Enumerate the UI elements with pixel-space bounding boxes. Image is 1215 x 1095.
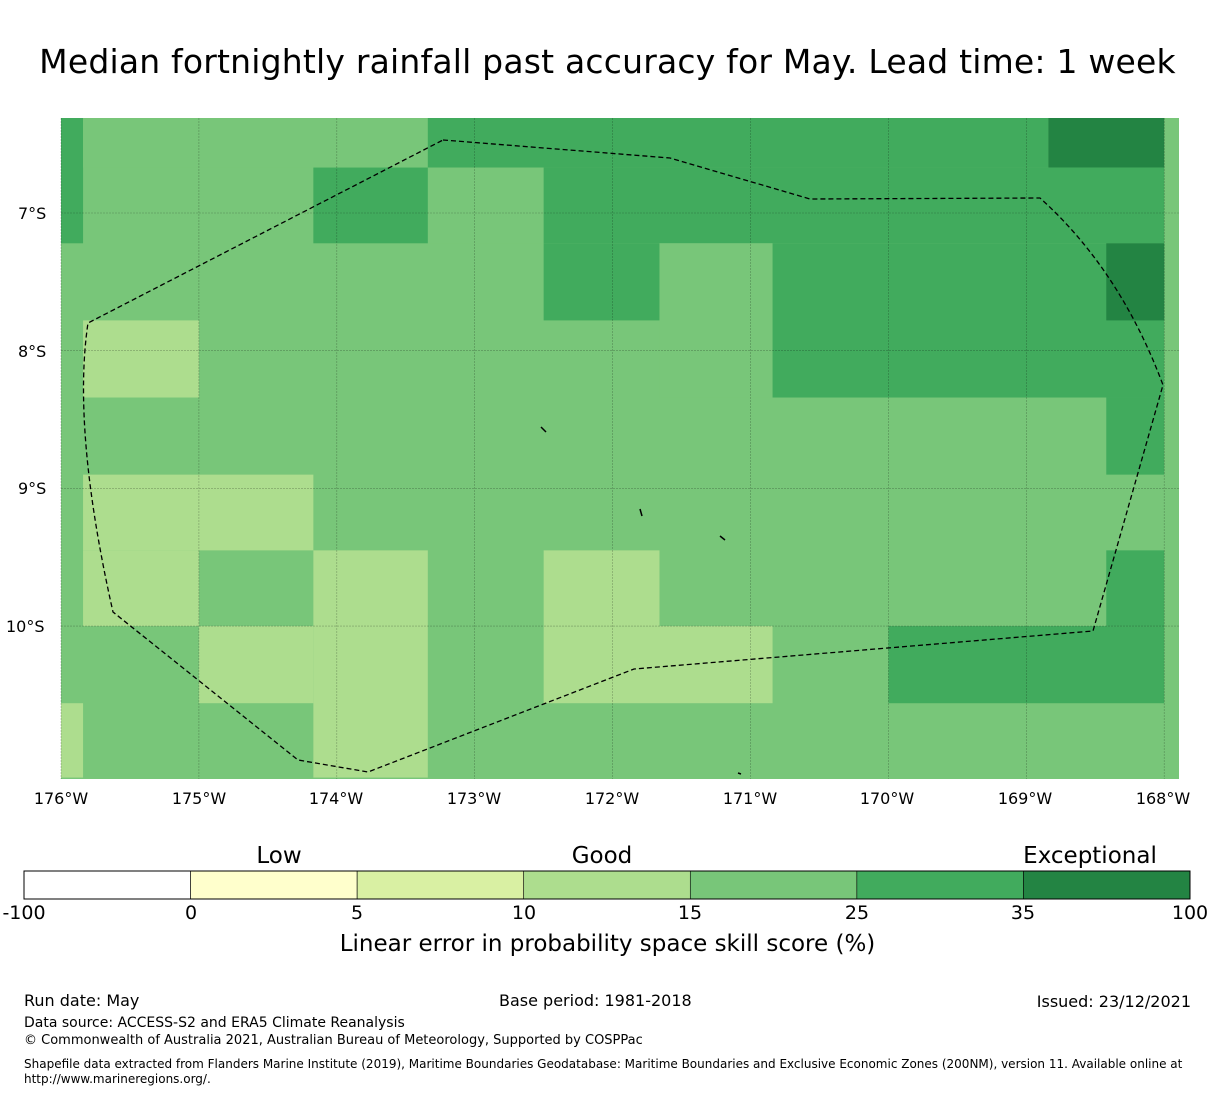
skill-cell [83, 118, 428, 168]
colorbar-header-exceptional: Exceptional [1023, 843, 1157, 869]
skill-cell [543, 167, 1165, 244]
lon-tick-175: 175°W [171, 789, 227, 808]
lon-tick-171: 171°W [722, 789, 778, 808]
skill-cell [659, 243, 773, 398]
colorbar-outline [23, 870, 1191, 900]
lon-tick-174: 174°W [308, 789, 364, 808]
skill-cell [61, 118, 84, 244]
graticule [60, 118, 1179, 779]
skill-cell [543, 243, 660, 321]
data-source: Data source: ACCESS-S2 and ERA5 Climate … [24, 1015, 405, 1031]
skill-cell [1106, 550, 1165, 627]
lat-tick-9s: 9°S [18, 479, 47, 498]
colorbar-segment [856, 870, 1024, 900]
lon-tick-169: 169°W [997, 789, 1053, 808]
map-title: Median fortnightly rainfall past accurac… [39, 42, 1176, 81]
colorbar-tick: 0 [184, 902, 198, 924]
skill-cell [543, 626, 773, 704]
skill-cell [83, 474, 314, 551]
colorbar-header-low: Low [256, 843, 302, 869]
lat-tick-7s: 7°S [18, 204, 47, 223]
lon-tick-170: 170°W [859, 789, 915, 808]
lon-tick-168: 168°W [1135, 789, 1191, 808]
skill-cell [83, 550, 199, 627]
islands [540, 426, 742, 775]
colorbar-tick: 5 [350, 902, 364, 924]
skill-cell [198, 626, 314, 704]
colorbar-header-good: Good [571, 843, 633, 869]
colorbar-tick: 10 [511, 902, 537, 924]
skill-cell [313, 550, 428, 778]
colorbar-segment [190, 870, 358, 900]
run-date: Run date: May [24, 991, 140, 1010]
skill-cell [83, 320, 199, 398]
eez-boundary [82, 139, 1164, 773]
skill-cell [888, 626, 1165, 704]
skill-cell [543, 550, 660, 627]
issued-date: Issued: 23/12/2021 [1036, 992, 1191, 1011]
skill-cell [1106, 243, 1165, 321]
colorbar-tick: -100 [2, 902, 46, 924]
shapefile-credit: Shapefile data extracted from Flanders M… [24, 1057, 1183, 1086]
island-atafu [540, 426, 547, 433]
island-nukunonu [639, 508, 643, 517]
lon-tick-176: 176°W [33, 789, 89, 808]
skill-cell [313, 167, 428, 244]
colorbar-tick: 100 [1171, 902, 1209, 924]
skill-cell [427, 167, 544, 244]
colorbar-segment [689, 870, 858, 900]
colorbar-segment [23, 870, 191, 900]
copyright: © Commonwealth of Australia 2021, Austra… [24, 1033, 643, 1048]
base-period: Base period: 1981-2018 [499, 991, 692, 1010]
skill-cell [1048, 118, 1165, 168]
colorbar-tick: 15 [677, 902, 703, 924]
lon-tick-173: 173°W [446, 789, 502, 808]
skill-cell [427, 118, 1049, 168]
lat-tick-10s: 10°S [6, 617, 45, 636]
skill-cell [1106, 397, 1165, 475]
island-swains [737, 772, 742, 775]
colorbar-label: Linear error in probability space skill … [339, 931, 876, 957]
colorbar [23, 870, 1191, 900]
lon-tick-172: 172°W [584, 789, 640, 808]
colorbar-tick: 35 [1010, 902, 1036, 924]
skill-cell [61, 703, 84, 778]
colorbar-segment [523, 870, 691, 900]
skill-cell [772, 243, 1165, 398]
colorbar-segment [356, 870, 525, 900]
colorbar-tick: 25 [844, 902, 870, 924]
island-fakaofo [719, 535, 726, 541]
skill-cells [61, 118, 1179, 779]
colorbar-segment [1023, 870, 1191, 900]
lat-tick-8s: 8°S [18, 342, 47, 361]
